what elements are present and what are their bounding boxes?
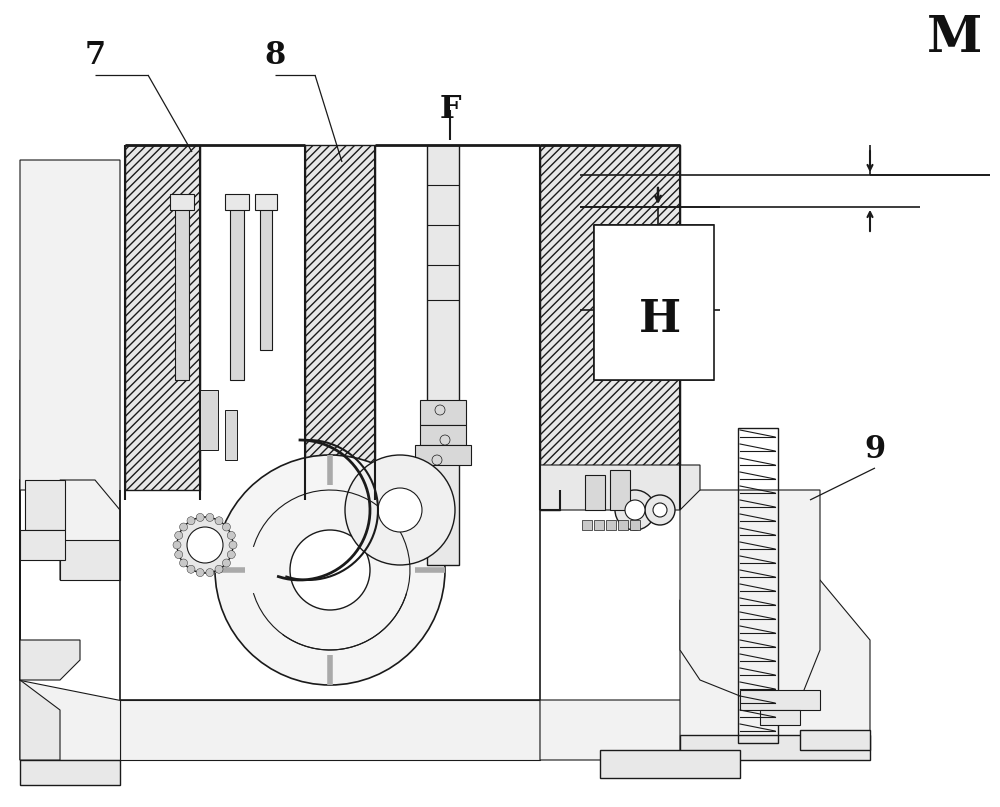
Bar — [175, 200, 189, 380]
Bar — [427, 145, 459, 565]
Bar — [630, 520, 640, 530]
Circle shape — [378, 488, 422, 532]
Bar — [225, 410, 237, 460]
Bar — [170, 194, 194, 210]
Polygon shape — [120, 700, 540, 760]
Bar — [600, 750, 740, 778]
Circle shape — [227, 550, 235, 558]
Circle shape — [187, 565, 195, 573]
Bar — [255, 194, 277, 210]
Bar — [582, 520, 592, 530]
Polygon shape — [540, 145, 680, 510]
Bar — [420, 425, 466, 445]
Bar — [740, 690, 820, 710]
Circle shape — [180, 523, 188, 531]
Circle shape — [615, 490, 655, 530]
Circle shape — [229, 541, 237, 549]
Circle shape — [215, 455, 445, 685]
Circle shape — [435, 405, 445, 415]
Circle shape — [432, 455, 442, 465]
Circle shape — [227, 532, 235, 539]
Bar — [60, 540, 120, 580]
Circle shape — [290, 530, 370, 610]
Circle shape — [222, 559, 230, 567]
Bar — [618, 520, 628, 530]
Polygon shape — [20, 360, 80, 760]
Bar — [594, 225, 714, 380]
Bar — [200, 390, 218, 450]
Bar — [420, 400, 466, 425]
Circle shape — [177, 517, 233, 573]
Bar — [585, 475, 605, 510]
Polygon shape — [540, 700, 800, 760]
Bar — [606, 520, 616, 530]
Bar — [738, 428, 778, 743]
Circle shape — [206, 569, 214, 576]
Circle shape — [196, 569, 204, 576]
Circle shape — [215, 516, 223, 525]
Polygon shape — [305, 145, 375, 490]
Circle shape — [645, 495, 675, 525]
Text: F: F — [439, 94, 461, 126]
Text: M: M — [927, 14, 983, 62]
Polygon shape — [60, 480, 120, 580]
Polygon shape — [540, 465, 700, 510]
Circle shape — [175, 550, 183, 558]
Circle shape — [222, 523, 230, 531]
Bar — [594, 520, 604, 530]
Bar — [20, 760, 120, 785]
Circle shape — [173, 541, 181, 549]
Text: 9: 9 — [864, 434, 886, 466]
Circle shape — [345, 455, 455, 565]
Bar — [260, 200, 272, 350]
Bar — [225, 194, 249, 210]
Polygon shape — [20, 680, 60, 760]
Polygon shape — [20, 160, 120, 520]
Bar — [415, 445, 471, 465]
Bar — [230, 200, 244, 380]
Circle shape — [196, 513, 204, 521]
Circle shape — [187, 516, 195, 525]
Bar — [680, 735, 870, 760]
Circle shape — [206, 513, 214, 521]
Bar — [25, 480, 65, 530]
Polygon shape — [680, 490, 820, 700]
Text: H: H — [639, 299, 681, 341]
Bar — [20, 530, 65, 560]
Circle shape — [653, 503, 667, 517]
Text: 8: 8 — [264, 40, 286, 70]
Circle shape — [215, 565, 223, 573]
Circle shape — [187, 527, 223, 563]
Circle shape — [625, 500, 645, 520]
Bar — [760, 710, 800, 725]
Circle shape — [175, 532, 183, 539]
Bar — [610, 470, 630, 510]
Circle shape — [180, 559, 188, 567]
Bar — [800, 730, 870, 750]
Polygon shape — [20, 680, 120, 760]
Text: 7: 7 — [84, 40, 106, 70]
Polygon shape — [20, 640, 80, 680]
Polygon shape — [125, 145, 200, 490]
Polygon shape — [680, 580, 870, 760]
Circle shape — [440, 435, 450, 445]
